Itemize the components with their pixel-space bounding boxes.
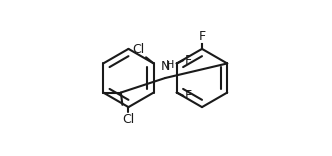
Text: N: N (161, 60, 170, 73)
Text: F: F (185, 89, 192, 102)
Text: F: F (199, 30, 206, 43)
Text: F: F (185, 54, 192, 67)
Text: Cl: Cl (132, 43, 144, 56)
Text: H: H (166, 60, 174, 70)
Text: Cl: Cl (122, 113, 134, 126)
